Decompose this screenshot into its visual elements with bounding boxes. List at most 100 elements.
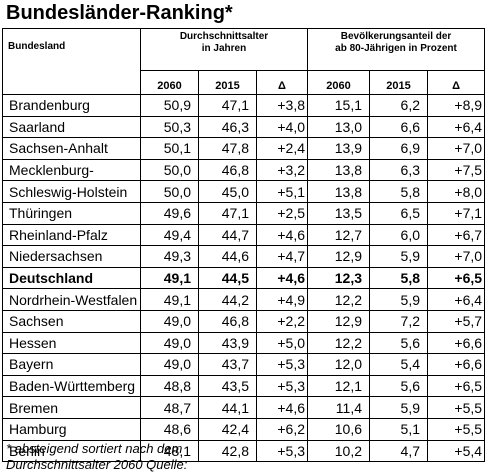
cell-pop-2060: 13,5: [307, 201, 371, 225]
table-body: Brandenburg 50,9 47,1 +3,8 15,1 6,2 +8,9 Saarla…: [2, 94, 486, 463]
cell-pop-2015: 4,7: [369, 439, 429, 463]
cell-state: Deutschland: [2, 266, 141, 290]
cell-age-2015: 44,7: [198, 223, 257, 247]
cell-pop-2060: 13,0: [307, 115, 371, 139]
ranking-table: Bundesland Durchschnittsalter in Jahren …: [2, 28, 486, 463]
cell-pop-2060: 12,2: [307, 331, 371, 355]
cell-state: Baden-Württemberg: [2, 374, 141, 398]
cell-age-delta: +4,7: [255, 245, 309, 268]
column-header-pop-2060: 2060: [307, 70, 371, 95]
cell-pop-2060: 12,9: [307, 309, 371, 333]
table-row: Schleswig-Holstein 50,0 45,0 +5,1 13,8 5,8 +8,…: [2, 180, 486, 203]
cell-age-2015: 43,5: [198, 374, 257, 398]
cell-state: Bayern: [2, 353, 141, 376]
cell-pop-delta: +6,5: [427, 374, 486, 398]
group-header-pop-line1: Bevölkerungsanteil der: [340, 31, 452, 42]
cell-pop-2060: 12,9: [307, 245, 371, 268]
cell-state: Nordrhein-Westfalen: [2, 288, 141, 311]
cell-state: Hessen: [2, 331, 141, 355]
cell-pop-2060: 10,2: [307, 439, 371, 463]
cell-age-2060: 49,0: [140, 331, 199, 355]
cell-age-2060: 48,1: [140, 439, 199, 463]
cell-pop-delta: +6,7: [427, 223, 486, 247]
cell-pop-delta: +7,1: [427, 201, 486, 225]
cell-age-delta: +6,2: [255, 417, 309, 441]
cell-age-delta: +3,8: [255, 94, 309, 117]
cell-pop-2015: 7,2: [369, 309, 429, 333]
cell-age-2060: 49,1: [140, 266, 199, 290]
cell-state: Schleswig-Holstein: [2, 180, 141, 203]
cell-pop-delta: +7,5: [427, 158, 486, 182]
cell-age-2015: 42,8: [198, 439, 257, 463]
cell-age-2015: 47,1: [198, 94, 257, 117]
group-header-pop-line2: ab 80-Jährigen in Prozent: [335, 43, 457, 54]
group-header-population: Bevölkerungsanteil der ab 80-Jährigen in…: [307, 28, 486, 71]
cell-pop-delta: +6,4: [427, 288, 486, 311]
footnote-line1: * absteigend sortiert nach dem: [6, 441, 183, 456]
cell-state: Niedersachsen: [2, 245, 141, 268]
cell-pop-2060: 13,8: [307, 158, 371, 182]
cell-pop-2015: 5,9: [369, 288, 429, 311]
cell-pop-2015: 5,4: [369, 353, 429, 376]
cell-age-2015: 46,3: [198, 115, 257, 139]
cell-pop-delta: +6,6: [427, 331, 486, 355]
cell-pop-delta: +7,0: [427, 137, 486, 160]
cell-pop-delta: +5,5: [427, 396, 486, 419]
cell-pop-2060: 15,1: [307, 94, 371, 117]
cell-age-2015: 44,6: [198, 245, 257, 268]
cell-age-2015: 44,2: [198, 288, 257, 311]
cell-age-delta: +4,6: [255, 223, 309, 247]
group-header-age: Durchschnittsalter in Jahren: [139, 28, 309, 71]
cell-pop-delta: +5,5: [427, 417, 486, 441]
column-header-pop-2015: 2015: [369, 70, 429, 95]
cell-age-2015: 47,8: [198, 137, 257, 160]
cell-age-2015: 43,9: [198, 331, 257, 355]
cell-age-2015: 46,8: [198, 309, 257, 333]
cell-state: Sachsen-Anhalt: [2, 137, 141, 160]
cell-pop-2015: 5,8: [369, 180, 429, 203]
footnote: * absteigend sortiert nach dem Durchschn…: [6, 441, 187, 473]
table-row: Niedersachsen 49,3 44,6 +4,7 12,9 5,9 +7,0: [2, 245, 486, 268]
cell-age-delta: +5,3: [255, 374, 309, 398]
cell-pop-2060: 12,0: [307, 353, 371, 376]
cell-state: Bremen: [2, 396, 141, 419]
cell-state: Brandenburg: [2, 94, 141, 117]
cell-age-2060: 49,1: [140, 288, 199, 311]
cell-pop-2015: 6,5: [369, 201, 429, 225]
cell-pop-2015: 6,0: [369, 223, 429, 247]
cell-state: Saarland: [2, 115, 141, 139]
cell-age-2060: 48,7: [140, 396, 199, 419]
table-row: Saarland 50,3 46,3 +4,0 13,0 6,6 +6,4: [2, 115, 486, 139]
cell-pop-2060: 13,9: [307, 137, 371, 160]
header-row-years: 2060 2015 Δ 2060 2015 Δ: [3, 70, 486, 95]
column-header-age-2060: 2060: [140, 70, 199, 95]
cell-pop-2060: 12,1: [307, 374, 371, 398]
table-row: Brandenburg 50,9 47,1 +3,8 15,1 6,2 +8,9: [2, 94, 486, 117]
cell-pop-2015: 6,3: [369, 158, 429, 182]
column-header-age-2015: 2015: [198, 70, 257, 95]
table-row: Sachsen 49,0 46,8 +2,2 12,9 7,2 +5,7: [2, 309, 486, 333]
group-header-age-line2: in Jahren: [201, 43, 247, 54]
cell-age-2060: 49,0: [140, 309, 199, 333]
column-header-state: Bundesland: [2, 28, 141, 95]
table-row: Hamburg 48,6 42,4 +6,2 10,6 5,1 +5,5: [2, 417, 486, 441]
cell-pop-2015: 5,1: [369, 417, 429, 441]
cell-age-delta: +4,6: [255, 396, 309, 419]
cell-age-2015: 43,7: [198, 353, 257, 376]
table-row: Sachsen-Anhalt 50,1 47,8 +2,4 13,9 6,9 +7,0: [2, 137, 486, 160]
cell-pop-delta: +6,4: [427, 115, 486, 139]
cell-pop-delta: +6,5: [427, 266, 486, 290]
cell-pop-2015: 6,6: [369, 115, 429, 139]
table-row: Thüringen 49,6 47,1 +2,5 13,5 6,5 +7,1: [2, 201, 486, 225]
cell-pop-delta: +8,9: [427, 94, 486, 117]
cell-age-2060: 50,0: [140, 180, 199, 203]
cell-age-delta: +2,5: [255, 201, 309, 225]
cell-age-delta: +5,0: [255, 331, 309, 355]
cell-pop-2060: 10,6: [307, 417, 371, 441]
cell-pop-2015: 5,9: [369, 396, 429, 419]
column-header-pop-delta: Δ: [427, 70, 486, 95]
cell-age-2015: 44,1: [198, 396, 257, 419]
cell-age-2060: 49,0: [140, 353, 199, 376]
cell-age-delta: +2,4: [255, 137, 309, 160]
cell-age-2015: 45,0: [198, 180, 257, 203]
